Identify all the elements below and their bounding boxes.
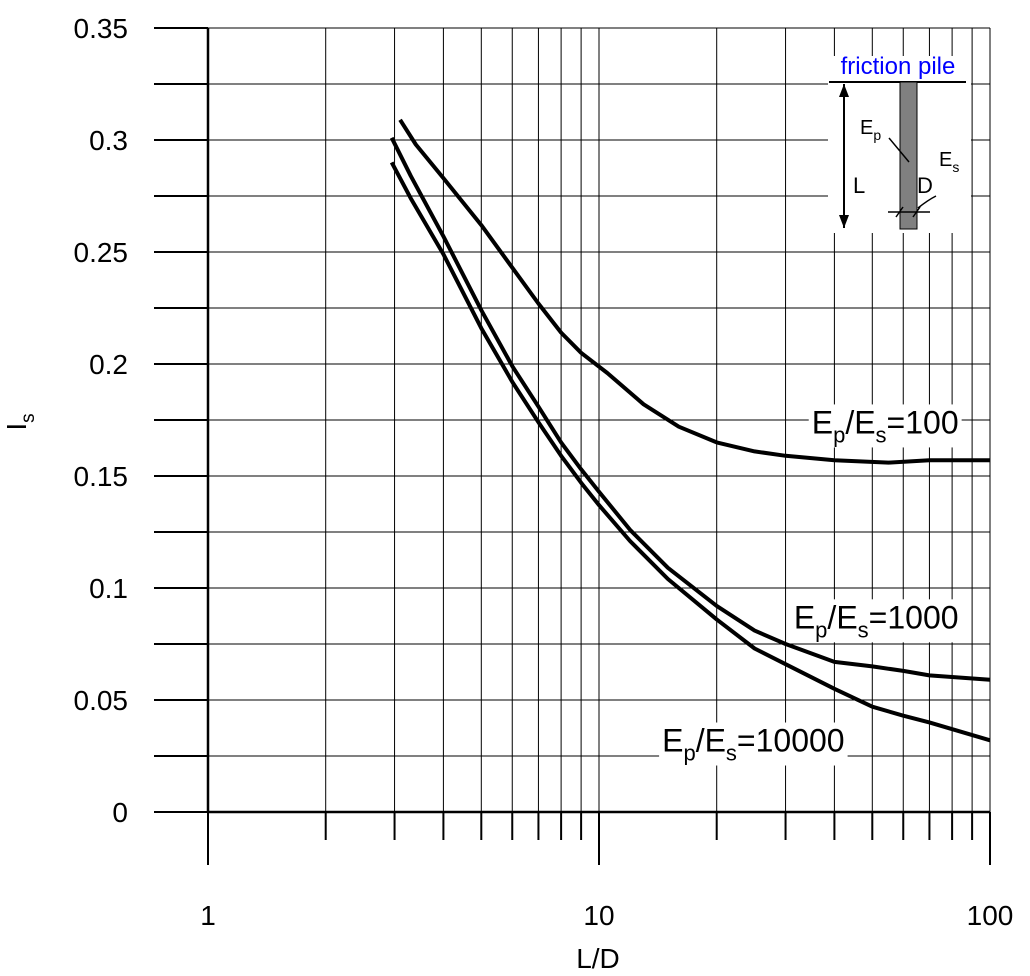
- y-tick-label: 0.3: [89, 125, 128, 156]
- length-arrow-top: [839, 84, 849, 97]
- y-tick-label: 0.15: [74, 461, 129, 492]
- ep-label-base: E: [860, 117, 873, 139]
- y-tick-labels: 0 0.05 0.1 0.15 0.2 0.25 0.3 0.35: [74, 13, 129, 828]
- friction-pile-inset: friction pile L Ep Es D: [828, 53, 971, 233]
- curve-label-background: [808, 404, 962, 448]
- pile-shape: [899, 81, 918, 230]
- diameter-label: D: [917, 173, 933, 198]
- curve-label-text: Ep/Es=1000: [794, 599, 959, 642]
- x-tick-labels: 1 10 100: [200, 900, 1013, 931]
- diameter-leader-line: [917, 195, 937, 209]
- curve-label-1000: Ep/Es=1000: [790, 599, 962, 643]
- curve-label-text: Ep/Es=10000: [662, 723, 845, 766]
- ep-label: Ep: [860, 117, 881, 143]
- x-tick-label: 10: [583, 900, 614, 931]
- x-tick-label: 1: [200, 900, 216, 931]
- curve-label-background: [790, 599, 962, 643]
- series-line-10000: [389, 161, 991, 743]
- x-tick-label: 100: [967, 900, 1014, 931]
- curve-labels: Ep/Es=100 Ep/Es=1000 Ep/Es=10000: [659, 404, 962, 766]
- diameter-tick-right: [912, 206, 921, 218]
- y-tick-label: 0: [112, 797, 128, 828]
- y-tick-label: 0.2: [89, 349, 128, 380]
- es-label-base: E: [939, 149, 952, 171]
- ep-leader-line: [888, 137, 910, 163]
- y-tick-label: 0.35: [74, 13, 129, 44]
- y-axis-label-subscript: s: [18, 413, 39, 423]
- curve-label-background: [659, 722, 848, 766]
- series-line-100: [398, 118, 990, 465]
- inset-title: friction pile: [841, 53, 956, 80]
- series-line-1000: [389, 136, 991, 682]
- y-axis-label: Is: [1, 413, 39, 430]
- y-axis-label-base: I: [1, 423, 32, 431]
- y-tick-label: 0.25: [74, 237, 129, 268]
- curve-label-100: Ep/Es=100: [808, 404, 962, 448]
- length-label: L: [853, 173, 865, 198]
- diameter-tick-left: [895, 206, 904, 218]
- curve-label-10000: Ep/Es=10000: [659, 722, 848, 766]
- y-tick-label: 0.1: [89, 573, 128, 604]
- es-label: Es: [939, 149, 959, 175]
- series-lines: [389, 118, 991, 743]
- y-tick-label: 0.05: [74, 685, 129, 716]
- ep-label-subscript: p: [873, 127, 881, 143]
- es-label-subscript: s: [952, 159, 959, 175]
- curve-label-text: Ep/Es=100: [812, 404, 959, 447]
- chart-axes: [154, 27, 991, 865]
- x-axis-label: L/D: [576, 943, 620, 974]
- length-arrow-bottom: [839, 215, 849, 228]
